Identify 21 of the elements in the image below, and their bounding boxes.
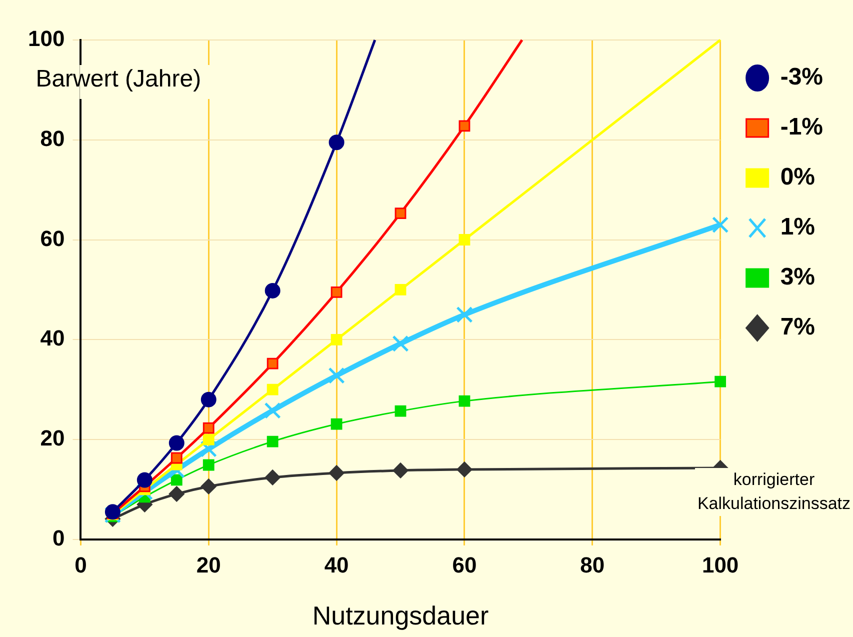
y-tick-label: 0 bbox=[52, 525, 65, 550]
x-axis-title: Nutzungsdauer bbox=[312, 600, 490, 631]
x-tick-label: 60 bbox=[452, 552, 477, 578]
x-tick-label: 0 bbox=[74, 552, 87, 578]
y-tick-label: 40 bbox=[40, 326, 65, 351]
legend-label: -3% bbox=[780, 64, 824, 91]
y-tick-label: 100 bbox=[28, 26, 65, 52]
legend-label: -1% bbox=[780, 114, 824, 141]
y-tick-label: 60 bbox=[40, 226, 65, 251]
x-tick-label: 20 bbox=[196, 552, 221, 578]
x-tick-label: 40 bbox=[324, 552, 349, 578]
y-tick-label: 20 bbox=[40, 426, 65, 451]
y-axis-title: Barwert (Jahre) bbox=[36, 66, 202, 93]
legend-label: 0% bbox=[780, 164, 816, 191]
y-tick-label: 80 bbox=[40, 126, 65, 151]
x-tick-label: 100 bbox=[702, 552, 739, 578]
legend-label: 7% bbox=[780, 314, 816, 341]
legend-title: korrigierter Kalkulationszinssatz bbox=[695, 468, 853, 516]
legend-label: 1% bbox=[780, 214, 816, 241]
x-tick-label: 80 bbox=[580, 552, 605, 578]
legend-label: 3% bbox=[780, 264, 816, 291]
